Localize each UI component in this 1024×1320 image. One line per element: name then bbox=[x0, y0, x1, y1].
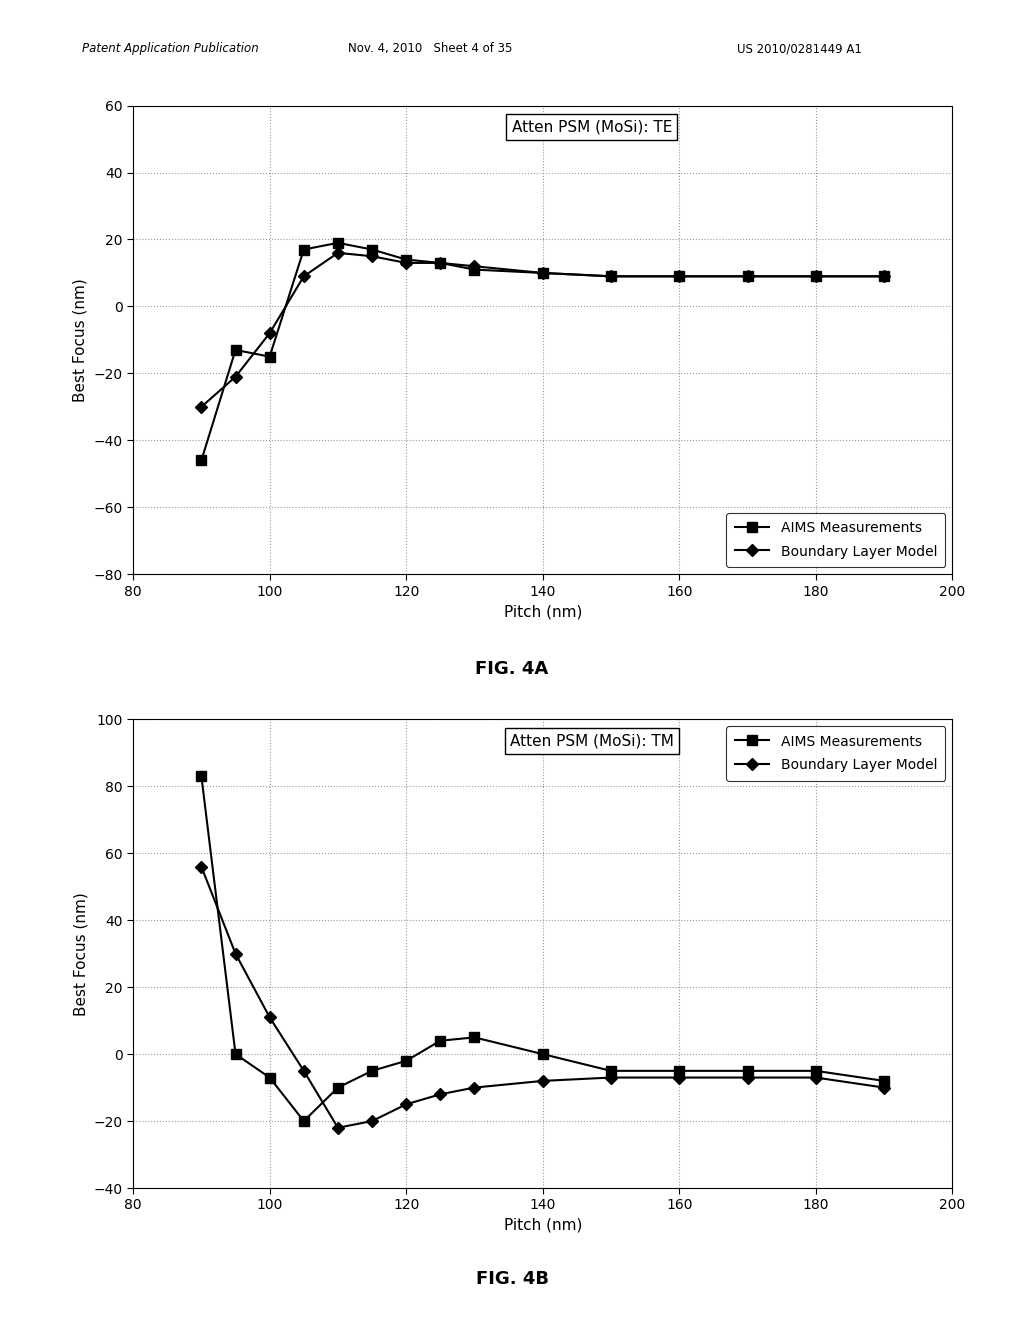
Boundary Layer Model bbox=[400, 255, 413, 271]
Line: AIMS Measurements: AIMS Measurements bbox=[197, 238, 889, 465]
AIMS Measurements bbox=[400, 1053, 413, 1069]
Boundary Layer Model bbox=[196, 859, 208, 875]
Line: Boundary Layer Model: Boundary Layer Model bbox=[198, 862, 888, 1133]
Legend: AIMS Measurements, Boundary Layer Model: AIMS Measurements, Boundary Layer Model bbox=[726, 726, 945, 780]
Boundary Layer Model bbox=[263, 325, 275, 341]
AIMS Measurements bbox=[196, 768, 208, 784]
AIMS Measurements bbox=[605, 1063, 617, 1078]
Text: FIG. 4A: FIG. 4A bbox=[475, 660, 549, 678]
AIMS Measurements bbox=[741, 1063, 754, 1078]
AIMS Measurements bbox=[810, 268, 822, 284]
Boundary Layer Model bbox=[605, 268, 617, 284]
Boundary Layer Model bbox=[468, 259, 480, 275]
Line: AIMS Measurements: AIMS Measurements bbox=[197, 771, 889, 1126]
Y-axis label: Best Focus (nm): Best Focus (nm) bbox=[73, 279, 88, 401]
AIMS Measurements bbox=[468, 1030, 480, 1045]
AIMS Measurements bbox=[263, 348, 275, 364]
AIMS Measurements bbox=[196, 453, 208, 469]
Legend: AIMS Measurements, Boundary Layer Model: AIMS Measurements, Boundary Layer Model bbox=[726, 513, 945, 568]
AIMS Measurements bbox=[366, 1063, 378, 1078]
AIMS Measurements bbox=[537, 265, 549, 281]
AIMS Measurements bbox=[298, 1113, 310, 1129]
Text: Atten PSM (MoSi): TM: Atten PSM (MoSi): TM bbox=[510, 734, 674, 748]
Boundary Layer Model bbox=[673, 268, 685, 284]
AIMS Measurements bbox=[332, 235, 344, 251]
AIMS Measurements bbox=[332, 1080, 344, 1096]
AIMS Measurements bbox=[229, 1047, 242, 1063]
AIMS Measurements bbox=[878, 1073, 890, 1089]
AIMS Measurements bbox=[673, 268, 685, 284]
AIMS Measurements bbox=[298, 242, 310, 257]
Boundary Layer Model bbox=[605, 1069, 617, 1085]
Line: Boundary Layer Model: Boundary Layer Model bbox=[198, 248, 888, 411]
AIMS Measurements bbox=[229, 342, 242, 358]
AIMS Measurements bbox=[468, 261, 480, 277]
Boundary Layer Model bbox=[741, 1069, 754, 1085]
Boundary Layer Model bbox=[537, 1073, 549, 1089]
AIMS Measurements bbox=[434, 255, 446, 271]
Boundary Layer Model bbox=[298, 268, 310, 284]
Boundary Layer Model bbox=[810, 1069, 822, 1085]
Boundary Layer Model bbox=[537, 265, 549, 281]
X-axis label: Pitch (nm): Pitch (nm) bbox=[504, 1218, 582, 1233]
Y-axis label: Best Focus (nm): Best Focus (nm) bbox=[73, 892, 88, 1015]
AIMS Measurements bbox=[537, 1047, 549, 1063]
Text: Patent Application Publication: Patent Application Publication bbox=[82, 42, 259, 55]
Boundary Layer Model bbox=[810, 268, 822, 284]
AIMS Measurements bbox=[673, 1063, 685, 1078]
Boundary Layer Model bbox=[332, 1119, 344, 1135]
AIMS Measurements bbox=[741, 268, 754, 284]
Boundary Layer Model bbox=[741, 268, 754, 284]
AIMS Measurements bbox=[400, 252, 413, 268]
Boundary Layer Model bbox=[673, 1069, 685, 1085]
Boundary Layer Model bbox=[229, 945, 242, 961]
Boundary Layer Model bbox=[434, 1086, 446, 1102]
Boundary Layer Model bbox=[400, 1097, 413, 1113]
Boundary Layer Model bbox=[366, 248, 378, 264]
Boundary Layer Model bbox=[298, 1063, 310, 1078]
Boundary Layer Model bbox=[468, 1080, 480, 1096]
AIMS Measurements bbox=[434, 1032, 446, 1048]
AIMS Measurements bbox=[810, 1063, 822, 1078]
Boundary Layer Model bbox=[332, 246, 344, 261]
Text: FIG. 4B: FIG. 4B bbox=[475, 1270, 549, 1288]
AIMS Measurements bbox=[605, 268, 617, 284]
Boundary Layer Model bbox=[434, 255, 446, 271]
Boundary Layer Model bbox=[196, 399, 208, 414]
Text: Nov. 4, 2010   Sheet 4 of 35: Nov. 4, 2010 Sheet 4 of 35 bbox=[348, 42, 512, 55]
Boundary Layer Model bbox=[229, 368, 242, 384]
AIMS Measurements bbox=[878, 268, 890, 284]
AIMS Measurements bbox=[263, 1069, 275, 1085]
Boundary Layer Model bbox=[366, 1113, 378, 1129]
X-axis label: Pitch (nm): Pitch (nm) bbox=[504, 605, 582, 619]
Boundary Layer Model bbox=[878, 268, 890, 284]
Boundary Layer Model bbox=[263, 1010, 275, 1026]
AIMS Measurements bbox=[366, 242, 378, 257]
Boundary Layer Model bbox=[878, 1080, 890, 1096]
Text: Atten PSM (MoSi): TE: Atten PSM (MoSi): TE bbox=[512, 120, 672, 135]
Text: US 2010/0281449 A1: US 2010/0281449 A1 bbox=[737, 42, 862, 55]
